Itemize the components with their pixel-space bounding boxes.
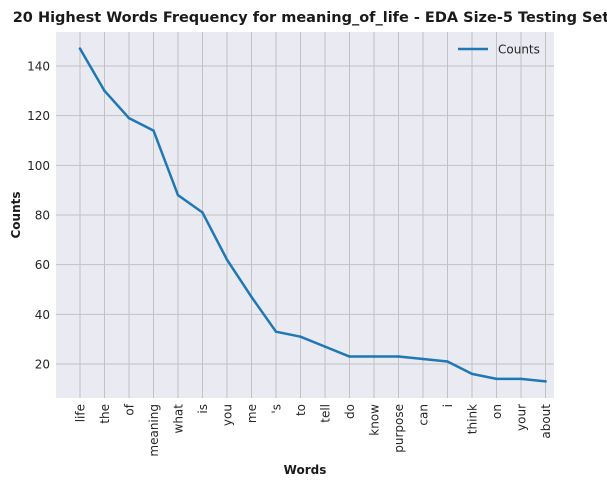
y-axis-label: Counts	[9, 191, 23, 238]
series-line-counts	[78, 47, 547, 383]
x-tick-label: i	[441, 404, 455, 407]
data-point-i	[446, 360, 449, 363]
data-point-think	[470, 372, 474, 376]
data-point-on	[495, 377, 498, 381]
data-point-purpose	[397, 355, 400, 358]
data-point-know	[372, 355, 376, 358]
x-tick-label: the	[98, 404, 112, 424]
x-tick-label: do	[343, 404, 357, 419]
data-point-'s	[274, 330, 278, 333]
grid	[56, 32, 554, 398]
data-point-the	[103, 89, 106, 93]
x-tick-label: on	[490, 404, 504, 419]
x-tick-label: to	[294, 404, 308, 416]
x-tick-label: your	[515, 404, 529, 431]
data-point-tell	[323, 345, 327, 348]
x-tick-label: tell	[319, 404, 333, 423]
y-tick-label: 40	[35, 308, 50, 322]
x-tick-label: about	[539, 404, 553, 439]
chart-title: 20 Highest Words Frequency for meaning_o…	[13, 10, 607, 26]
x-tick-label: life	[74, 404, 88, 422]
x-tick-label: me	[245, 404, 259, 423]
x-tick-label: can	[417, 404, 431, 426]
x-tick-label: meaning	[147, 404, 161, 457]
data-point-meaning	[152, 129, 155, 132]
x-tick-label: is	[196, 404, 210, 414]
y-tick-label: 20	[35, 357, 50, 371]
y-tick-label: 120	[27, 109, 50, 123]
data-point-is	[201, 211, 204, 214]
x-tick-label: know	[368, 404, 382, 436]
data-point-do	[348, 355, 351, 358]
x-tick-label: what	[172, 404, 186, 434]
data-point-of	[127, 116, 131, 120]
data-point-to	[299, 335, 302, 338]
legend: Counts	[458, 43, 540, 57]
data-point-me	[250, 295, 253, 299]
data-point-life	[78, 47, 82, 50]
x-tick-label: you	[221, 404, 235, 426]
x-tick-label: of	[123, 403, 137, 415]
data-point-can	[421, 357, 425, 361]
y-axis-ticks: 20 40 60 80 100 120 140	[27, 60, 50, 372]
x-tick-label: purpose	[392, 404, 406, 453]
data-point-you	[225, 258, 229, 261]
y-tick-label: 100	[27, 159, 50, 173]
x-axis-label: Words	[284, 463, 327, 477]
legend-label-counts: Counts	[498, 43, 540, 57]
y-tick-label: 140	[27, 60, 50, 74]
x-axis-ticks: life the of meaning what is you me 's to tell do kno…	[74, 403, 554, 456]
x-tick-label: think	[466, 404, 480, 434]
y-tick-label: 60	[35, 258, 50, 272]
data-point-about	[544, 380, 547, 383]
x-tick-label: 's	[270, 404, 284, 414]
series-layer	[78, 47, 547, 383]
y-tick-label: 80	[35, 209, 50, 223]
data-point-what	[176, 193, 180, 197]
data-point-your	[519, 377, 523, 381]
